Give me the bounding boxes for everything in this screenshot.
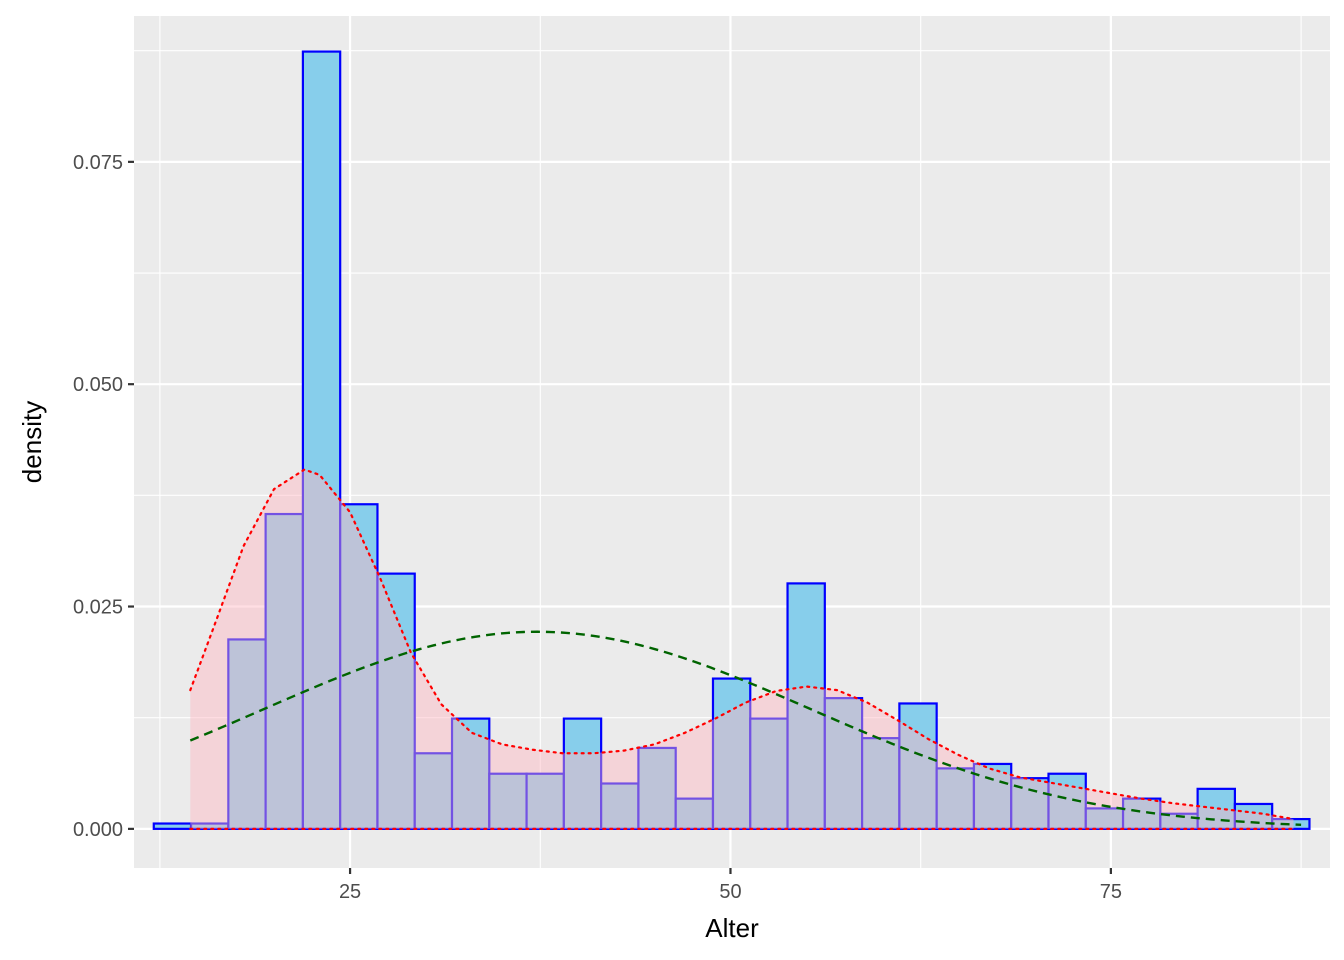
- y-tick-label: 0.000: [73, 819, 123, 841]
- histogram-bar: [376, 572, 416, 830]
- histogram-bar: [972, 762, 1013, 830]
- histogram-bar: [749, 717, 789, 830]
- histogram-bar: [935, 767, 976, 830]
- histogram-bar: [637, 746, 677, 830]
- histogram-bar: [264, 512, 305, 830]
- histogram-bar: [711, 677, 752, 830]
- kernel-density-layer: [189, 468, 1295, 830]
- kernel-density-area: [190, 469, 1294, 829]
- histogram-bar: [301, 50, 342, 830]
- normal-curve-layer: [189, 630, 1302, 827]
- histogram-bar: [450, 717, 491, 830]
- histogram-bar: [860, 737, 901, 830]
- histogram-bar: [152, 822, 193, 830]
- histogram-bar: [562, 717, 603, 830]
- histogram-bar: [525, 772, 565, 830]
- y-tick-label: 0.050: [73, 374, 123, 396]
- x-tick-label: 25: [339, 881, 361, 903]
- y-axis-title: density: [17, 401, 47, 483]
- axis-ticks: [128, 160, 1112, 874]
- histogram-bar: [488, 772, 528, 830]
- tick-labels: 25 50 75 0.000 0.025 0.050 0.075: [73, 152, 1122, 903]
- x-tick-label: 50: [719, 881, 741, 903]
- x-tick-label: 75: [1100, 881, 1122, 903]
- histogram-bar: [1233, 802, 1274, 830]
- y-tick-label: 0.075: [73, 152, 123, 174]
- kernel-density-line: [189, 468, 1295, 821]
- x-axis-title: Alter: [705, 913, 759, 943]
- normal-curve-line: [189, 630, 1302, 827]
- histogram-bar: [413, 752, 454, 830]
- y-tick-label: 0.025: [73, 597, 123, 619]
